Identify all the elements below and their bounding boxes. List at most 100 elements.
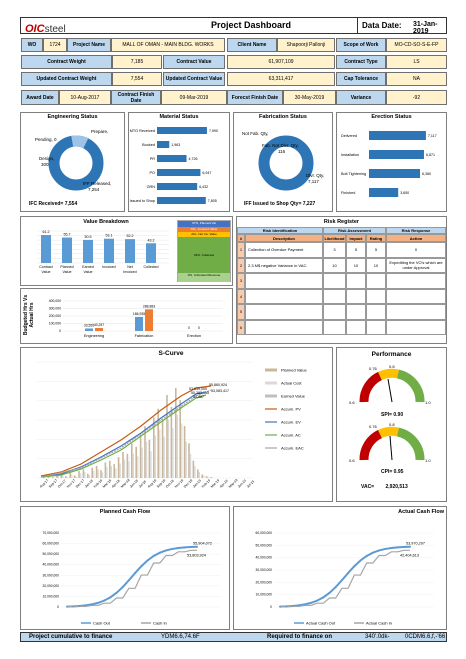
risk-cell-imp: 10 [346, 257, 366, 273]
risk-col-rating: Rating [366, 234, 386, 242]
material-bar [157, 155, 187, 162]
s-curve-panel: S-Curve 55,860,924 53,839,000 50,383,155 53… [20, 347, 333, 502]
material-row-label: GRN [147, 185, 156, 189]
material-bar-value: 6,432 [199, 185, 208, 189]
cf-cash-out-point [189, 545, 192, 548]
risk-cell-lik [323, 288, 346, 304]
value-breakdown-chart: 61.2ContractValue55.7PlannedValue50.5Ear… [37, 230, 169, 274]
variance-value: -92 [386, 90, 447, 105]
scurve-legend-label: Accum. PV [281, 407, 301, 412]
material-bar [157, 169, 201, 176]
scurve-pv-bar [87, 473, 89, 478]
footer-left-label: Project cumulative to finance [29, 634, 113, 640]
cf-ytick: 0 [270, 605, 272, 609]
scurve-pv-bar [135, 446, 137, 478]
vb-category-label: Net [127, 265, 133, 269]
scurve-ac-bar [203, 475, 205, 478]
hours-actual-value: 40,257 [94, 323, 104, 327]
iff-issued-label: IFF Issued to Shop Qty= [244, 201, 303, 207]
spi-readout: SPI= 0.90 [381, 412, 403, 418]
scurve-ac-bar [150, 451, 152, 478]
erection-bar-value: 7,117 [428, 134, 437, 138]
scurve-legend-label: Accum. EV [281, 420, 301, 425]
cf-cash-out-point [322, 596, 325, 599]
cf-cash-out-point [171, 547, 174, 550]
material-bar [157, 127, 207, 134]
cf-legend-out: Cash Out [93, 621, 111, 626]
planned-cash-flow-chart: 70,000,000 60,000,000 50,000,000 40,000,000… [42, 531, 221, 626]
material-bar-value: 1,963 [171, 143, 180, 147]
scurve-pv-bar [82, 469, 85, 478]
scurve-pv-bar [166, 394, 168, 478]
scurve-ac-bar [97, 469, 99, 478]
scurve-ac-bar [198, 471, 200, 478]
risk-col-likelihood: Likelihood [323, 234, 346, 242]
scurve-pv-bar [47, 476, 49, 478]
cf-label-2: 42,404,613 [400, 553, 419, 557]
scurve-ac-bar [159, 429, 161, 478]
planned-cash-flow-panel: Planned Cash Flow 70,000,000 60,000,000 50… [20, 506, 230, 630]
risk-cell-desc: Collection of Overdue Payment [245, 242, 323, 258]
vb-category-label: Value [42, 270, 51, 274]
cf-ytick: 30,000,000 [255, 568, 272, 572]
scurve-pv-bar [170, 407, 173, 478]
hours-ytick: 100,000 [49, 322, 61, 326]
scurve-ac-bar [44, 477, 46, 478]
engineering-label-prepare: Prepare, [91, 129, 108, 134]
cf-ytick: 20,000,000 [255, 580, 272, 584]
cf-ytick: 40,000,000 [42, 563, 59, 567]
vb-bar-value: 52.2 [127, 234, 134, 238]
scurve-ac-bar [58, 476, 60, 478]
engineering-label-pending: Pending, 0 [35, 137, 57, 142]
scurve-xtick: Jul-18 [138, 479, 147, 488]
erection-row-label: Delivered [341, 134, 357, 138]
cf-cash-out-point [279, 605, 281, 608]
cf-cash-out-point [316, 599, 319, 602]
stack-net-invoiced: AFL, Net Inv. Value [178, 232, 230, 237]
scurve-pv-bar [91, 467, 93, 478]
scurve-pv-bar [122, 452, 124, 478]
cpi-gauge-green [396, 427, 425, 461]
scurve-pv-bar [157, 408, 159, 478]
scurve-value-label: 55,860,924 [209, 383, 227, 387]
vb-bar [62, 237, 72, 263]
logo-mark: OIC [25, 23, 45, 35]
cf-cash-out-point [291, 604, 294, 607]
value-breakdown-panel: Value Breakdown 61.2 Contract Value 55.7 Pla… [20, 216, 233, 286]
scurve-pv-bar [201, 474, 203, 478]
erection-bar [369, 150, 424, 159]
scurve-pv-bar [51, 477, 54, 478]
cf-ytick: 10,000,000 [255, 593, 272, 597]
cf-cash-out-point [96, 601, 99, 604]
scurve-pv-bar [175, 388, 177, 478]
cf-ytick: 70,000,000 [42, 531, 59, 535]
engineering-donut-ring [48, 135, 104, 191]
vb-category-label: Collected [144, 265, 159, 269]
scurve-xtick: Sep-18 [156, 478, 166, 488]
scurve-xtick: Jun-18 [129, 479, 139, 489]
material-bar [157, 197, 206, 204]
hours-budget-value: 33,555 [84, 323, 94, 327]
fabrication-label-dlvr-value: 7,117 [308, 179, 319, 184]
hours-category: Erection [187, 334, 201, 338]
scurve-ac-bar [176, 415, 178, 478]
risk-cell-desc [245, 304, 323, 320]
scurve-value-label: 50,887 [193, 395, 204, 399]
scurve-xtick: Mar-18 [102, 478, 112, 488]
cf-legend-out: Actual Cash Out [306, 621, 336, 626]
cf-cash-out-point [177, 546, 180, 549]
contract-finish-value: 09-Mar-2019 [161, 90, 227, 105]
spi-tick-1: 0.76 [369, 366, 378, 371]
wo-label: WO [21, 38, 43, 52]
risk-cell-act [386, 319, 446, 335]
cf-cash-out-point [285, 605, 288, 608]
project-name-value: MALL OF OMAN - MAIN BLDG. WORKS [111, 38, 225, 52]
scurve-ac-bar [141, 447, 143, 478]
risk-cell-rat [366, 273, 386, 289]
scurve-xtick: Sep-17 [48, 478, 58, 488]
cf-cash-out-point [409, 545, 411, 548]
cf-cash-in-line [67, 549, 197, 608]
spi-gauge: 0.6 0.76 0.8 1.0 SPI= 0.90 [349, 364, 431, 418]
scurve-pv-bar [73, 475, 76, 478]
